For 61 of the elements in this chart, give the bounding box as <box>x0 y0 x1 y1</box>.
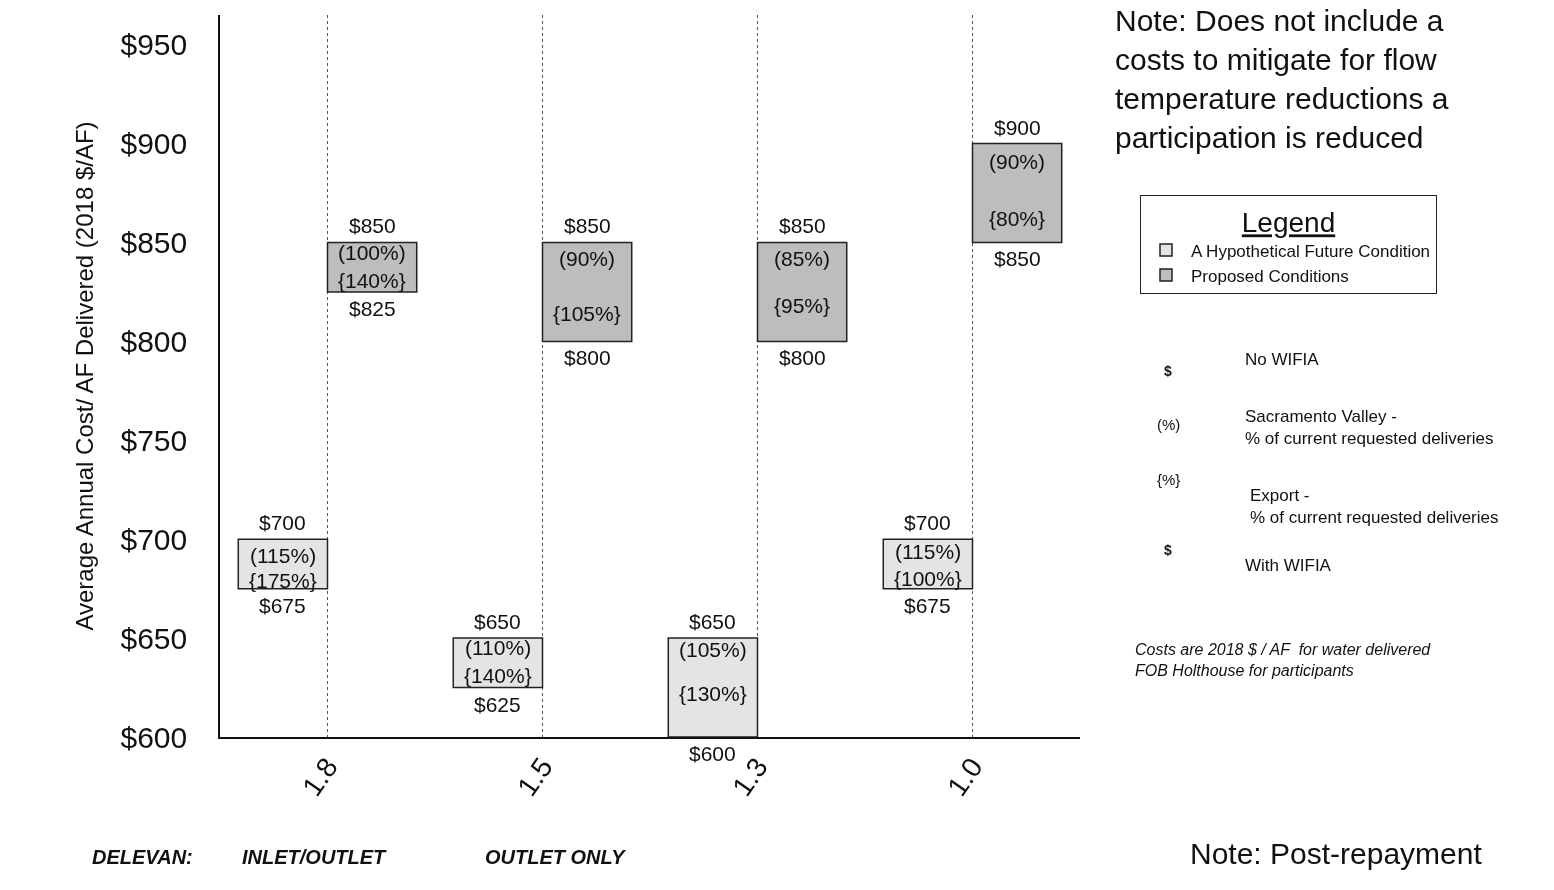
annotation: {130%} <box>679 682 747 705</box>
annotation: $700 <box>904 511 951 534</box>
annotation: {140%} <box>338 269 406 292</box>
x-tick-label: 1.0 <box>941 752 989 802</box>
text: Export - % of current requested deliveries <box>1250 486 1499 528</box>
annotation: (110%) <box>465 636 532 659</box>
y-tick-label: $950 <box>120 28 188 62</box>
text: No WIFIA <box>1245 350 1320 369</box>
x-tick-label: 1.5 <box>511 752 559 802</box>
annotation: (115%) <box>895 540 962 563</box>
text: Note: Post-repayment <box>1190 837 1483 870</box>
annotation: (85%) <box>774 247 831 270</box>
annotation: $675 <box>904 594 951 617</box>
y-tick-label: $650 <box>120 621 188 655</box>
text: With WIFIA <box>1245 556 1332 575</box>
annotation: $650 <box>474 610 521 633</box>
annotation: (90%) <box>559 247 616 270</box>
annotation: $850 <box>349 214 396 237</box>
annotation: (90%) <box>989 150 1046 173</box>
annotation: $600 <box>689 742 736 765</box>
annotation: {80%} <box>989 207 1046 230</box>
y-tick-label: $900 <box>120 127 188 161</box>
annotation: $900 <box>994 116 1041 139</box>
text: OUTLET ONLY <box>485 846 627 868</box>
legend-label: Proposed Conditions <box>1191 266 1349 286</box>
text: INLET/OUTLET <box>242 846 388 868</box>
text: {%} <box>1157 471 1181 488</box>
annotation: $850 <box>994 247 1041 270</box>
y-tick-label: $700 <box>120 522 188 556</box>
y-tick-label: $750 <box>120 423 188 457</box>
annotation: $700 <box>259 511 306 534</box>
y-tick-label: $850 <box>120 225 188 259</box>
text: Costs are 2018 $ / AF for water delivered FOB Holthouse for participants <box>1135 641 1432 679</box>
annotation: $825 <box>349 297 396 320</box>
annotation: {100%} <box>894 567 962 590</box>
text: DELEVAN: <box>92 846 193 868</box>
annotation: $625 <box>474 693 521 716</box>
annotation: (100%) <box>338 241 406 264</box>
text: $ <box>1164 363 1172 379</box>
annotation: {105%} <box>553 302 621 325</box>
annotation: $850 <box>564 214 611 237</box>
y-tick-label: $600 <box>120 720 188 754</box>
y-tick-label: $800 <box>120 324 188 358</box>
text: $ <box>1164 542 1172 558</box>
annotation: $800 <box>779 346 826 369</box>
text: Sacramento Valley - % of current requested deliveries <box>1245 407 1494 449</box>
annotation: (115%) <box>250 544 317 567</box>
annotation: $850 <box>779 214 826 237</box>
annotation: {140%} <box>464 664 532 687</box>
text: (%) <box>1157 416 1181 433</box>
legend-label: A Hypothetical Future Condition <box>1191 241 1431 261</box>
x-tick-label: 1.8 <box>296 752 344 802</box>
annotation: $800 <box>564 346 611 369</box>
annotation: $675 <box>259 594 306 617</box>
annotation: {95%} <box>774 294 831 317</box>
annotation: $650 <box>689 610 736 633</box>
annotation: {175%} <box>249 569 317 592</box>
y-axis-title: Average Annual Cost/ AF Delivered (2018 $/AF) <box>71 121 99 631</box>
annotation: (105%) <box>679 638 747 661</box>
legend-title: Legend <box>1241 207 1336 239</box>
text: Note: Does not include a costs to mitigate for flow temperature reductions a participation is reduced <box>1115 4 1449 154</box>
